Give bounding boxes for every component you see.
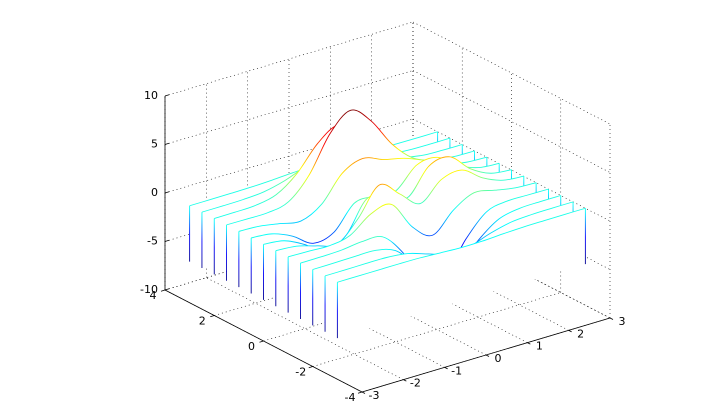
tick-mark <box>527 342 531 345</box>
tick-mark <box>164 288 170 291</box>
tick-mark <box>403 379 407 382</box>
z-tick-label: 10 <box>144 89 158 102</box>
grid-line <box>412 21 611 125</box>
y-tick-label: -4 <box>345 391 356 404</box>
waterfall-line <box>337 207 586 283</box>
tick-mark <box>609 317 614 320</box>
tick-mark <box>164 94 170 97</box>
curtain <box>337 208 586 339</box>
grid-line <box>412 70 611 173</box>
grid-line <box>206 277 404 380</box>
tick-mark <box>210 315 215 318</box>
x-tick-label: 1 <box>536 340 543 353</box>
tick-mark <box>357 391 363 394</box>
tick-mark <box>444 366 448 370</box>
waterfall <box>189 109 586 339</box>
z-tick-label: -5 <box>147 235 158 248</box>
z-tick-label: 0 <box>151 186 158 199</box>
grid-line <box>412 118 611 222</box>
x-tick-label: 0 <box>495 352 502 365</box>
waterfall-line <box>288 182 537 258</box>
x-tick-label: 2 <box>577 327 584 340</box>
tick-mark <box>308 366 313 369</box>
y-tick-label: 2 <box>199 315 206 328</box>
x-tick-label: -2 <box>410 377 421 390</box>
z-tick-label: -10 <box>140 283 158 296</box>
y-tick-label: 4 <box>150 289 157 302</box>
z-tick-label: 5 <box>151 138 158 151</box>
tick-mark <box>259 340 264 343</box>
x-tick-label: -3 <box>369 389 380 402</box>
y-tick-label: 0 <box>248 340 255 353</box>
x-tick-label: -1 <box>451 364 462 377</box>
tick-mark <box>164 191 170 194</box>
tick-mark <box>164 239 170 242</box>
x-tick-label: 3 <box>619 315 626 328</box>
tick-mark <box>361 391 366 394</box>
tick-mark <box>568 329 572 333</box>
tick-mark <box>160 289 166 292</box>
tick-mark <box>485 354 490 357</box>
y-tick-label: -2 <box>295 366 306 379</box>
tick-mark <box>164 142 170 145</box>
waterfall-line <box>275 169 524 252</box>
